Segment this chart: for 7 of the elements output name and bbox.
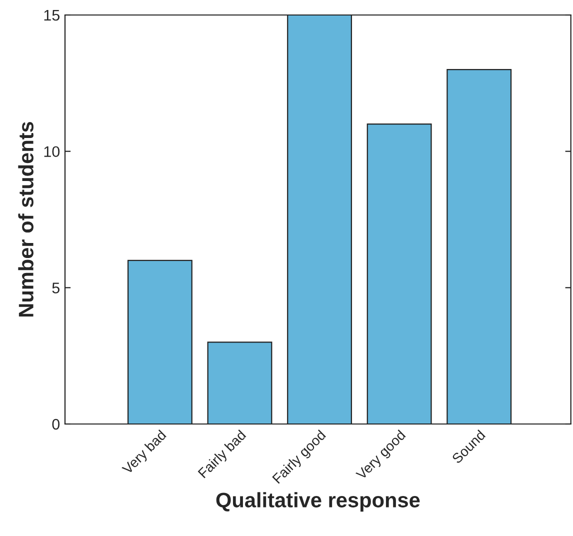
- y-tick-label: 5: [52, 282, 60, 294]
- y-tick-label: 15: [44, 10, 60, 21]
- y-tick-label: 10: [44, 146, 60, 158]
- x-axis-title: Qualitative response: [216, 492, 420, 512]
- y-tick-label: 0: [52, 418, 60, 430]
- x-tick-label: Very bad: [121, 429, 168, 477]
- y-axis-title: Number of students: [18, 122, 34, 316]
